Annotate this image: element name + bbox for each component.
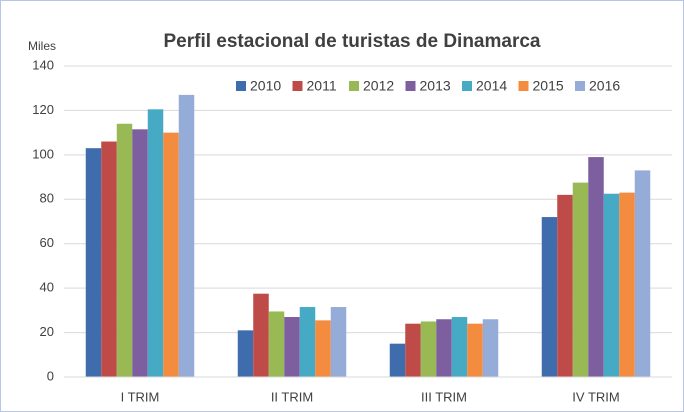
bar bbox=[405, 323, 421, 377]
legend-swatch bbox=[462, 81, 472, 91]
y-tick-label: 80 bbox=[40, 191, 54, 206]
x-tick-label: IV TRIM bbox=[572, 389, 619, 404]
bar bbox=[330, 307, 347, 377]
y-tick-label: 140 bbox=[32, 57, 54, 72]
bar bbox=[557, 194, 573, 377]
bar bbox=[588, 157, 604, 377]
bar bbox=[572, 182, 589, 377]
bar bbox=[85, 148, 102, 377]
x-tick-label: III TRIM bbox=[421, 389, 467, 404]
bar bbox=[253, 293, 269, 377]
chart-title: Perfil estacional de turistas de Dinamar… bbox=[164, 31, 541, 52]
legend-label: 2015 bbox=[533, 78, 564, 94]
bar bbox=[237, 330, 254, 377]
legend-swatch bbox=[236, 81, 246, 91]
bar bbox=[116, 123, 133, 377]
bar bbox=[284, 317, 300, 377]
bar bbox=[147, 109, 164, 377]
bar bbox=[132, 129, 148, 377]
legend-swatch bbox=[575, 81, 585, 91]
bar bbox=[482, 319, 499, 377]
bar bbox=[603, 193, 620, 377]
y-tick-label: 40 bbox=[40, 280, 54, 295]
bar bbox=[619, 192, 635, 377]
bar bbox=[420, 321, 437, 377]
bar bbox=[101, 141, 117, 377]
x-tick-label: I TRIM bbox=[121, 389, 160, 404]
legend-swatch bbox=[518, 81, 529, 91]
y-tick-label: 120 bbox=[32, 102, 54, 117]
bar bbox=[634, 170, 651, 377]
legend-swatch bbox=[349, 81, 359, 91]
bar bbox=[163, 132, 179, 377]
y-tick-label: 20 bbox=[40, 324, 54, 339]
y-tick-label: 100 bbox=[32, 146, 54, 161]
legend-label: 2010 bbox=[250, 78, 281, 94]
bar bbox=[389, 343, 406, 377]
legend-label: 2011 bbox=[307, 78, 337, 94]
legend-label: 2014 bbox=[476, 78, 507, 94]
legend-label: 2013 bbox=[420, 78, 451, 94]
x-tick-label: II TRIM bbox=[271, 389, 313, 404]
bar bbox=[467, 323, 483, 377]
bar bbox=[299, 307, 316, 377]
bar bbox=[315, 320, 331, 377]
legend-swatch bbox=[292, 81, 303, 91]
bar bbox=[451, 317, 468, 377]
legend-label: 2012 bbox=[363, 78, 394, 94]
bar bbox=[436, 319, 452, 377]
legend-swatch bbox=[405, 81, 416, 91]
legend-label: 2016 bbox=[589, 78, 620, 94]
bar bbox=[541, 217, 558, 377]
y-tick-label: 0 bbox=[47, 368, 54, 383]
bar bbox=[268, 311, 285, 377]
y-axis-label: Miles bbox=[28, 39, 56, 53]
y-tick-label: 60 bbox=[40, 235, 54, 250]
bar bbox=[178, 94, 195, 377]
